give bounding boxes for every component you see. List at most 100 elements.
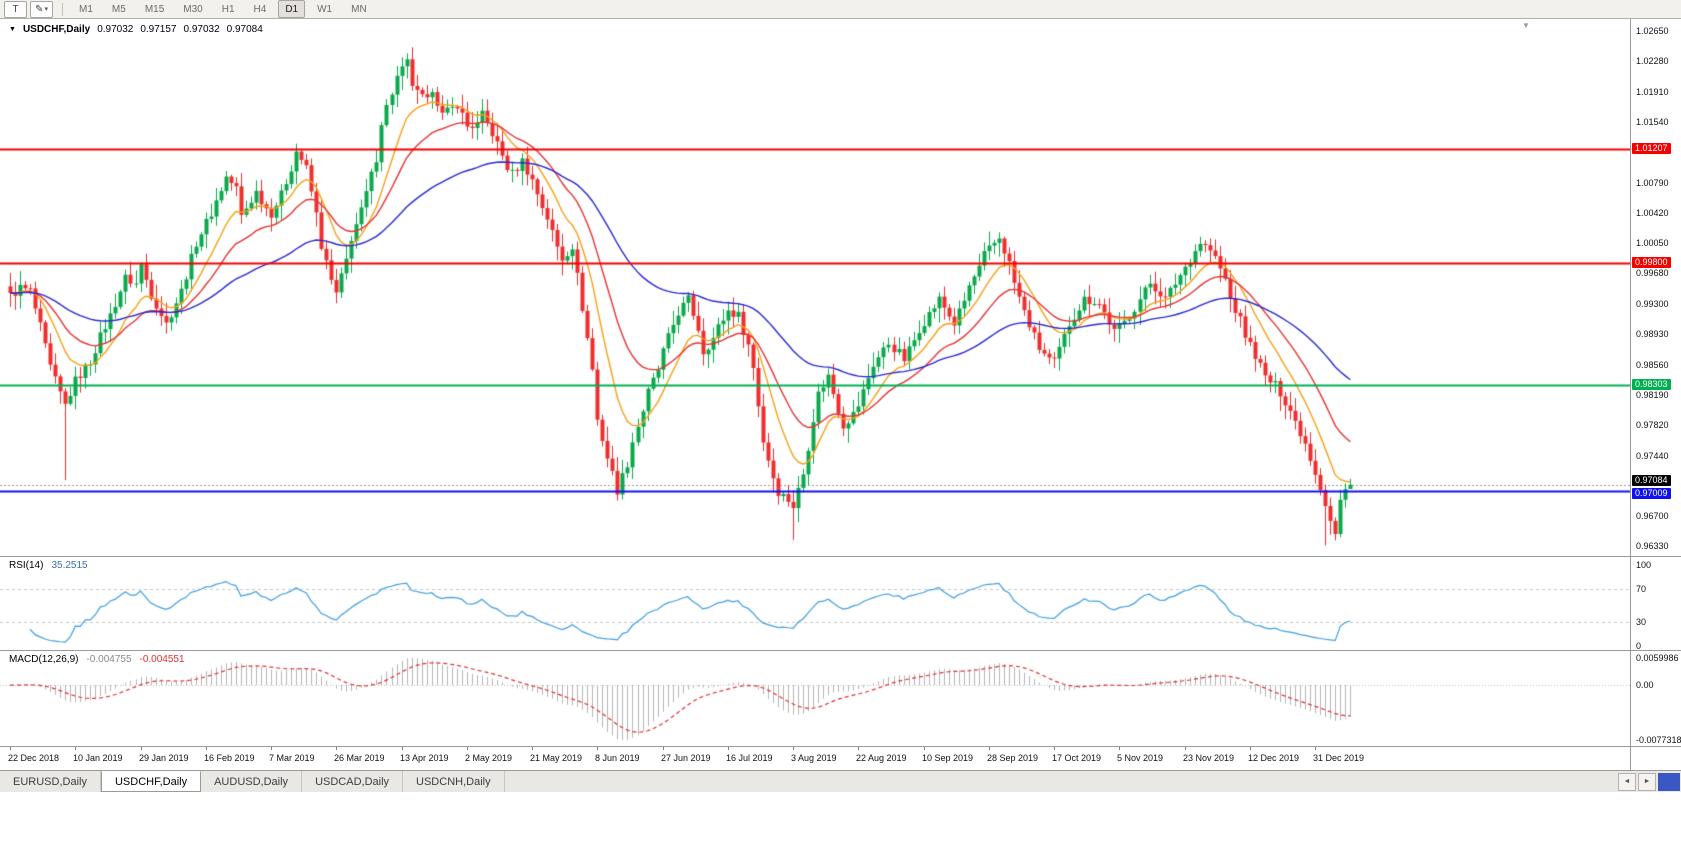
price-tick-label: 0.97440	[1636, 450, 1669, 461]
macd-title: MACD(12,26,9)	[9, 654, 79, 665]
time-tick-mark	[924, 747, 925, 750]
time-tick-mark	[597, 747, 598, 750]
ohlc-close-value: 0.97084	[226, 24, 263, 35]
time-tick-label: 16 Jul 2019	[726, 753, 773, 763]
time-tick-mark	[1185, 747, 1186, 750]
macd-tick-label: 0.00	[1636, 680, 1654, 691]
timeframe-button-mn[interactable]: MN	[351, 3, 367, 15]
price-tick-label: 1.01540	[1636, 116, 1669, 127]
time-tick-label: 2 May 2019	[465, 753, 513, 763]
price-tick-label: 1.02280	[1636, 56, 1669, 67]
time-tick-mark	[858, 747, 859, 750]
time-tick-label: 10 Sep 2019	[922, 753, 974, 763]
tab-scroll-thumb[interactable]	[1658, 772, 1680, 791]
level-price-badge: 1.01207	[1632, 142, 1671, 154]
chart-shift-marker[interactable]: ▼	[1522, 21, 1530, 30]
time-tick-mark	[728, 747, 729, 750]
time-tick-label: 10 Jan 2019	[73, 753, 123, 763]
tab-scroll-left-button[interactable]: ◄	[1618, 772, 1636, 791]
chart-area: ▼ USDCHF,Daily 0.97032 0.97157 0.97032 0…	[0, 19, 1681, 770]
chart-toolbar: T ✎ ▾ M1 M5 M15 M30 H1 H4 D1 W1 MN	[0, 0, 1681, 19]
timeframe-button-w1[interactable]: W1	[317, 3, 333, 15]
timeframe-button-m1[interactable]: M1	[79, 3, 93, 15]
timeframe-button-m30[interactable]: M30	[183, 3, 203, 15]
time-tick-label: 22 Dec 2018	[8, 753, 60, 763]
timeframe-button-h1[interactable]: H1	[221, 3, 235, 15]
time-tick-mark	[10, 747, 11, 750]
macd-main-value: -0.004755	[86, 654, 132, 665]
price-tick-label: 0.99300	[1636, 299, 1669, 310]
time-tick-mark	[532, 747, 533, 750]
current-price-badge: 0.97084	[1632, 474, 1671, 486]
time-tick-mark	[75, 747, 76, 750]
timeframe-button-h4[interactable]: H4	[253, 3, 267, 15]
time-tick-mark	[402, 747, 403, 750]
pane-separator-dates	[0, 746, 1681, 747]
time-tick-mark	[793, 747, 794, 750]
draw-tool-button[interactable]: ✎ ▾	[30, 0, 53, 18]
time-axis[interactable]: 22 Dec 2018 10 Jan 2019 29 Jan 2019 16 Feb …	[0, 746, 1630, 770]
rsi-tick-label: 0	[1636, 641, 1642, 651]
time-tick-label: 21 May 2019	[530, 753, 583, 763]
macd-tick-label: -0.0077318	[1636, 735, 1681, 745]
chart-tab-usdchf[interactable]: USDCHF,Daily	[100, 771, 202, 792]
level-price-badge: 0.97009	[1632, 487, 1671, 499]
rsi-tick-label: 100	[1636, 560, 1652, 570]
pane-separator-rsi[interactable]	[0, 556, 1681, 557]
ohlc-low-value: 0.97032	[183, 24, 220, 35]
price-tick-label: 0.96700	[1636, 511, 1669, 522]
time-tick-label: 26 Mar 2019	[334, 753, 385, 763]
macd-header: MACD(12,26,9) -0.004755 -0.004551	[9, 654, 185, 665]
time-tick-mark	[1250, 747, 1251, 750]
rsi-tick-label: 70	[1636, 584, 1647, 595]
chart-canvas[interactable]	[0, 19, 1630, 746]
chart-symbol-label: USDCHF,Daily	[22, 24, 91, 35]
time-tick-label: 31 Dec 2019	[1313, 753, 1365, 763]
price-tick-label: 0.98190	[1636, 389, 1669, 400]
rsi-title: RSI(14)	[9, 560, 44, 571]
price-tick-label: 1.00050	[1636, 238, 1669, 249]
time-tick-mark	[336, 747, 337, 750]
price-tick-label: 0.98560	[1636, 359, 1669, 370]
pencil-icon: ✎	[35, 3, 44, 15]
pane-separator-macd[interactable]	[0, 650, 1681, 651]
timeframe-button-m15[interactable]: M15	[144, 3, 165, 15]
time-tick-label: 13 Apr 2019	[400, 753, 449, 763]
chart-tab-eurusd[interactable]: EURUSD,Daily	[0, 771, 101, 792]
time-tick-mark	[271, 747, 272, 750]
timeframe-button-m5[interactable]: M5	[111, 3, 126, 15]
toolbar-separator	[62, 2, 63, 16]
price-tick-label: 0.97820	[1636, 419, 1669, 430]
ohlc-open-value: 0.97032	[97, 24, 134, 35]
price-axis[interactable]: 1.02650 1.02280 1.01910 1.01540 1.00790 1.004…	[1630, 19, 1681, 770]
rsi-tick-label: 30	[1636, 616, 1647, 627]
time-tick-mark	[1054, 747, 1055, 750]
time-tick-mark	[989, 747, 990, 750]
price-tick-label: 1.02650	[1636, 26, 1669, 37]
symbol-marker-icon: ▼	[9, 26, 16, 33]
time-tick-label: 27 Jun 2019	[661, 753, 711, 763]
chevron-down-icon: ▾	[44, 6, 48, 13]
level-price-badge: 0.99800	[1632, 257, 1671, 269]
time-tick-label: 7 Mar 2019	[269, 753, 315, 763]
chart-tabs: EURUSD,Daily USDCHF,Daily AUDUSD,Daily USDC…	[0, 771, 505, 792]
tab-scroll-right-button[interactable]: ►	[1638, 772, 1656, 791]
chart-tab-usdcad[interactable]: USDCAD,Daily	[302, 771, 404, 792]
time-tick-label: 3 Aug 2019	[791, 753, 837, 763]
chart-ohlc-header: ▼ USDCHF,Daily 0.97032 0.97157 0.97032 0…	[9, 24, 263, 35]
time-tick-label: 16 Feb 2019	[204, 753, 255, 763]
chart-tab-audusd[interactable]: AUDUSD,Daily	[201, 771, 303, 792]
chart-tab-bar: EURUSD,Daily USDCHF,Daily AUDUSD,Daily USDC…	[0, 770, 1681, 792]
text-tool-button[interactable]: T	[4, 0, 27, 18]
rsi-value: 35.2515	[51, 560, 88, 571]
time-tick-label: 23 Nov 2019	[1183, 753, 1235, 763]
time-tick-label: 12 Dec 2019	[1248, 753, 1300, 763]
level-price-badge: 0.98303	[1632, 379, 1671, 391]
chart-tab-usdcnh[interactable]: USDCNH,Daily	[403, 771, 505, 792]
time-tick-label: 5 Nov 2019	[1117, 753, 1164, 763]
time-tick-mark	[206, 747, 207, 750]
price-tick-label: 1.00420	[1636, 207, 1669, 218]
tab-scroll-controls: ◄ ►	[1618, 771, 1681, 792]
timeframe-button-d1[interactable]: D1	[278, 0, 306, 18]
